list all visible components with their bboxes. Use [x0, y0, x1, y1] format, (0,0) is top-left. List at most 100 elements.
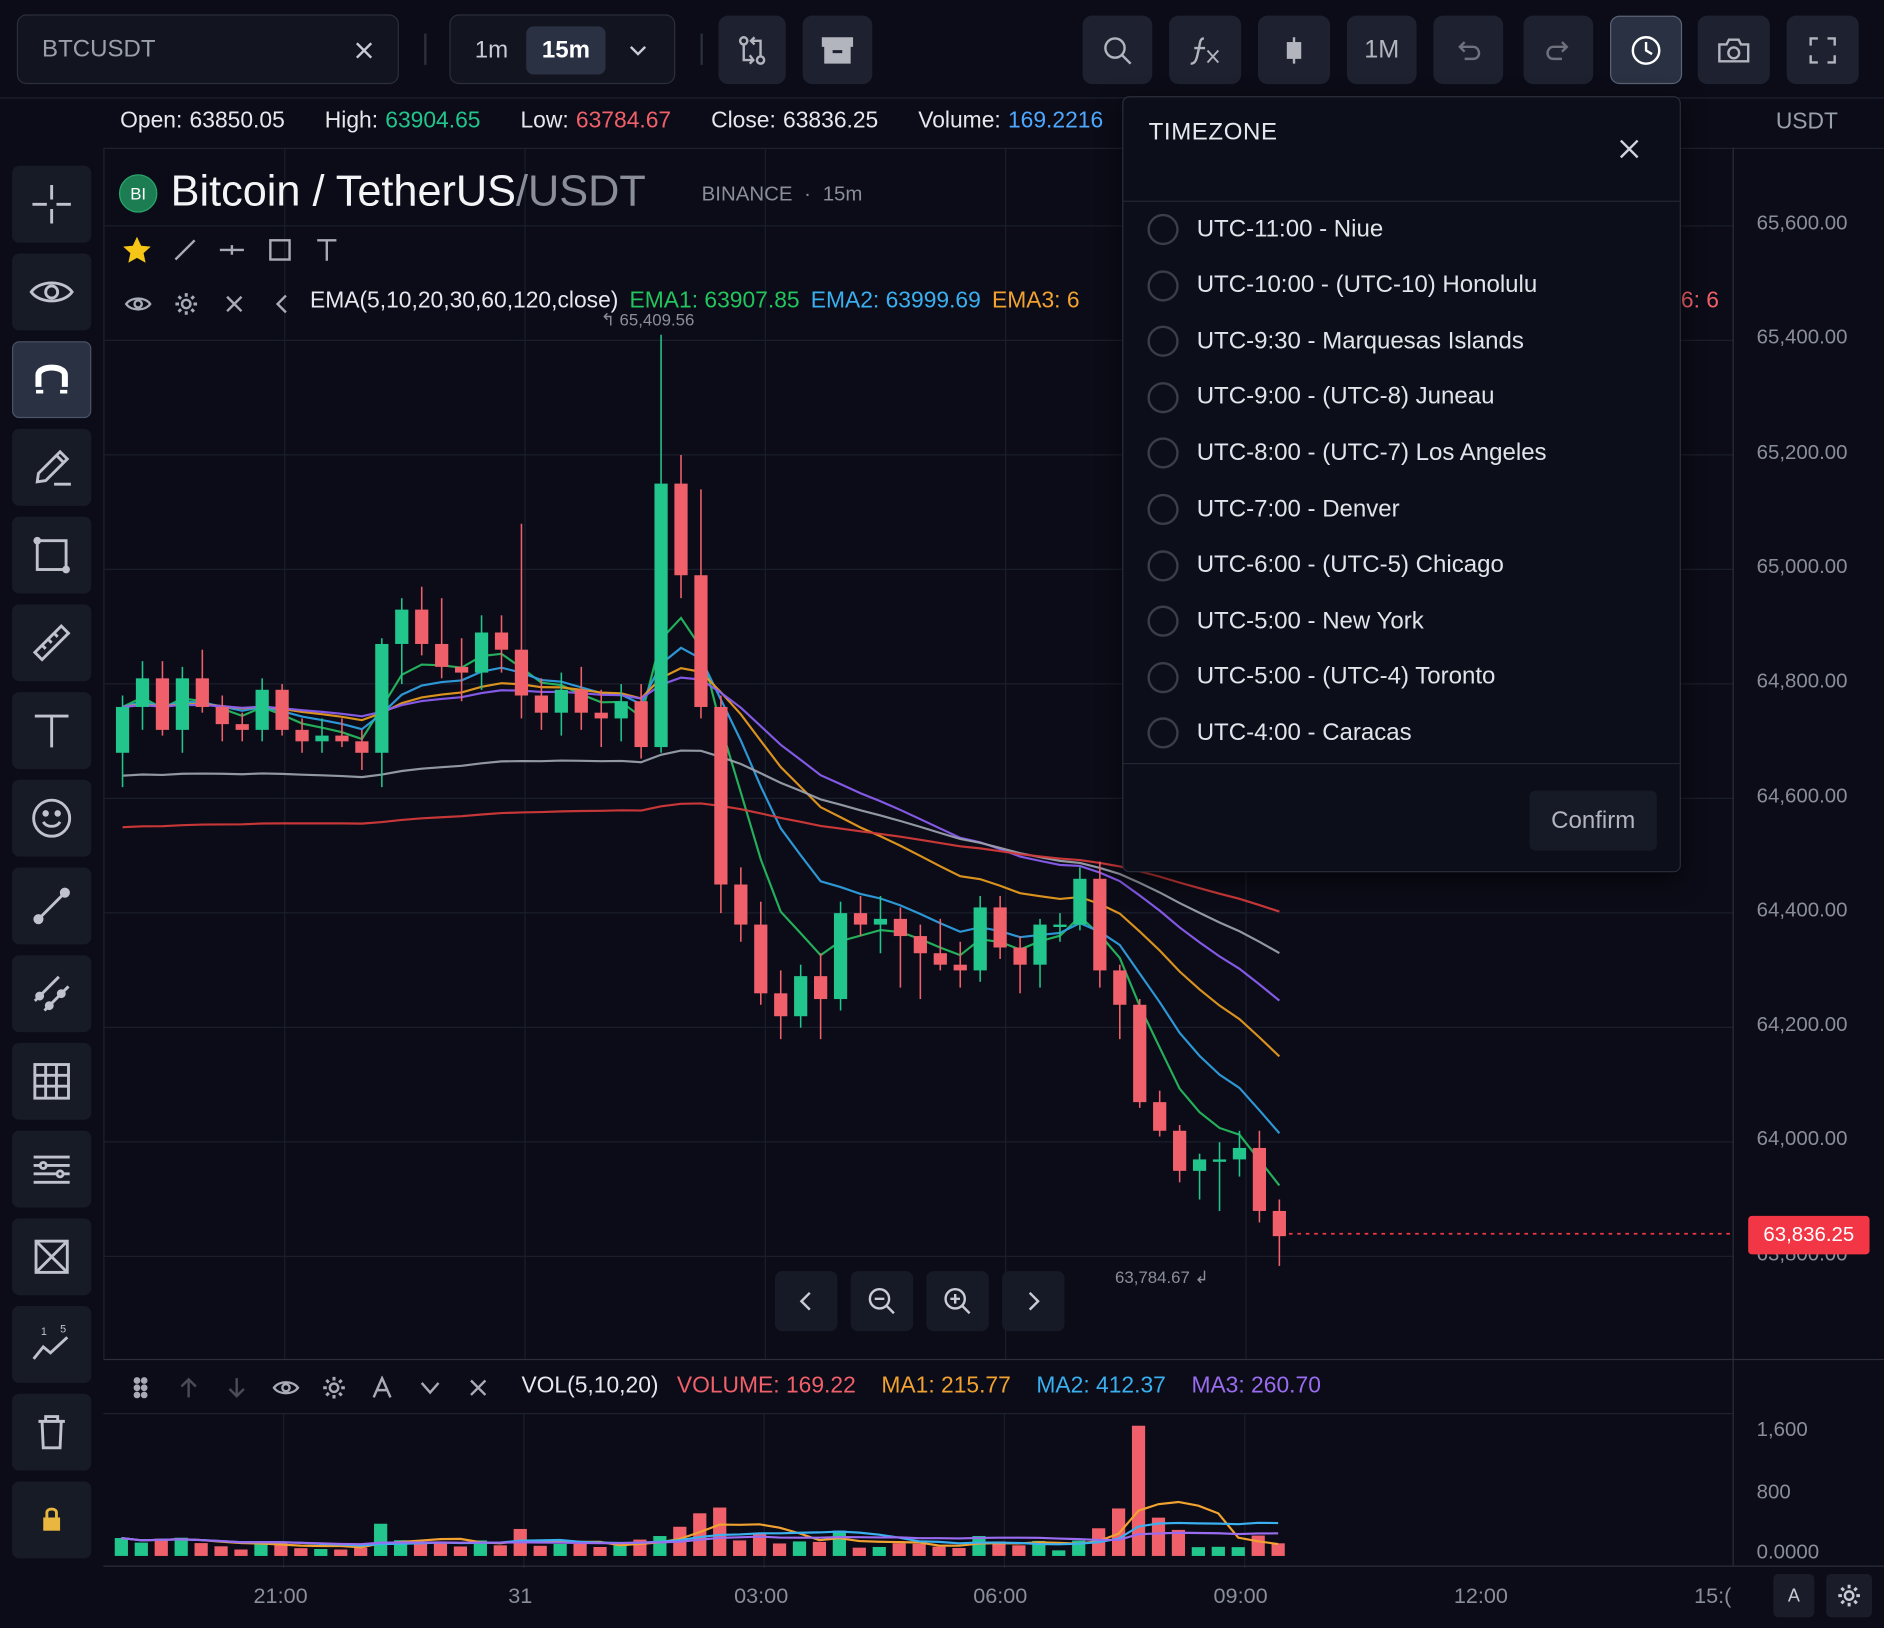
- line-tool-icon[interactable]: [172, 237, 198, 263]
- volume-chart[interactable]: [103, 1414, 1732, 1568]
- timezone-option[interactable]: UTC-5:00 - (UTC-4) Toronto: [1147, 661, 1495, 694]
- crosshair-tool[interactable]: [12, 165, 92, 243]
- volume-value: 169.2216: [1007, 108, 1104, 134]
- currency-label: USDT: [1775, 109, 1838, 135]
- vol-settings-button[interactable]: [318, 1373, 349, 1402]
- volume-legend: VOL(5,10,20) VOLUME: 169.22 MA1: 215.77 …: [117, 1369, 1439, 1407]
- candle: [1093, 861, 1107, 988]
- screenshot-button[interactable]: [1697, 15, 1770, 85]
- radio-button[interactable]: [1147, 549, 1179, 582]
- confirm-button[interactable]: Confirm: [1529, 790, 1657, 851]
- indicators-button[interactable]: [1169, 15, 1242, 85]
- interval-1m[interactable]: 1m: [474, 36, 509, 64]
- scroll-right-button[interactable]: [1002, 1271, 1065, 1332]
- fib-tool[interactable]: [12, 1130, 92, 1208]
- price-axis-label: 64,800.00: [1756, 669, 1848, 693]
- lock-tool[interactable]: [12, 1481, 92, 1559]
- vol-scale-button[interactable]: [366, 1373, 397, 1402]
- crosshair-icon: [32, 185, 71, 224]
- text-tool[interactable]: [12, 692, 92, 769]
- pattern-tool[interactable]: [12, 1218, 92, 1296]
- auto-scale-button[interactable]: A: [1773, 1573, 1815, 1618]
- radio-button[interactable]: [1147, 213, 1179, 246]
- trendline-tool[interactable]: [12, 867, 92, 945]
- timezone-option[interactable]: UTC-7:00 - Denver: [1147, 493, 1400, 526]
- radio-button[interactable]: [1147, 493, 1179, 526]
- vol-remove-button[interactable]: [463, 1373, 494, 1402]
- fullscreen-button[interactable]: [1786, 15, 1859, 85]
- candle-type-button[interactable]: [1257, 15, 1331, 85]
- delete-tool[interactable]: [12, 1393, 92, 1471]
- candle: [893, 907, 908, 988]
- radio-button[interactable]: [1147, 269, 1179, 302]
- ema-visibility-button[interactable]: [123, 290, 154, 319]
- radio-button[interactable]: [1147, 437, 1179, 470]
- move-up-button[interactable]: [174, 1373, 203, 1402]
- interval-15m[interactable]: 15m: [526, 26, 606, 75]
- timezone-option[interactable]: UTC-11:00 - Niue: [1147, 213, 1383, 246]
- emoji-tool[interactable]: [12, 779, 92, 857]
- brush-tool[interactable]: [12, 428, 92, 506]
- timezone-option-label: UTC-9:00 - (UTC-8) Juneau: [1196, 383, 1495, 411]
- ruler-tool[interactable]: [12, 604, 92, 682]
- chart-settings-button[interactable]: [1826, 1573, 1872, 1618]
- smiley-icon: [32, 798, 72, 838]
- undo-button[interactable]: [1433, 15, 1504, 85]
- ema-remove-button[interactable]: [219, 290, 250, 319]
- star-icon[interactable]: [121, 235, 152, 264]
- rectangle-tool[interactable]: [12, 516, 92, 594]
- volume-bar: [453, 1546, 468, 1556]
- candle: [1013, 936, 1027, 994]
- volume-bar: [134, 1542, 148, 1556]
- templates-button[interactable]: [802, 15, 873, 85]
- parallel-channel-tool[interactable]: [12, 955, 92, 1033]
- range-1m-button[interactable]: 1M: [1346, 15, 1417, 85]
- timezone-option[interactable]: UTC-9:30 - Marquesas Islands: [1147, 325, 1524, 358]
- timezone-option[interactable]: UTC-6:00 - (UTC-5) Chicago: [1147, 549, 1504, 582]
- radio-button[interactable]: [1147, 381, 1179, 414]
- candle: [1272, 1199, 1286, 1266]
- radio-button[interactable]: [1147, 605, 1179, 638]
- price-axis-label: 64,400.00: [1756, 898, 1848, 922]
- grid-tool[interactable]: [12, 1042, 92, 1120]
- zoom-in-button[interactable]: [926, 1271, 989, 1332]
- timezone-option[interactable]: UTC-8:00 - (UTC-7) Los Angeles: [1147, 437, 1547, 470]
- timezone-option[interactable]: UTC-4:00 - Caracas: [1147, 717, 1412, 750]
- vol-collapse-button[interactable]: [415, 1373, 446, 1402]
- close-icon: [226, 295, 243, 313]
- volume-bar: [1231, 1547, 1245, 1556]
- radio-button[interactable]: [1147, 661, 1179, 694]
- timezone-option[interactable]: UTC-5:00 - New York: [1147, 605, 1424, 638]
- vol-visibility-button[interactable]: [270, 1373, 301, 1402]
- zoom-out-button[interactable]: [850, 1271, 914, 1332]
- timezone-option[interactable]: UTC-9:00 - (UTC-8) Juneau: [1147, 381, 1495, 414]
- drag-handle[interactable]: [126, 1373, 155, 1402]
- volume-pane[interactable]: [103, 1412, 1733, 1568]
- rect-tool-icon[interactable]: [267, 237, 293, 263]
- symbol-search[interactable]: BTCUSDT: [16, 14, 399, 85]
- magnet-tool[interactable]: [12, 341, 92, 419]
- volume-label: Volume:: [918, 108, 1001, 134]
- clear-icon[interactable]: [353, 40, 375, 62]
- ema-settings-button[interactable]: [171, 290, 202, 319]
- move-down-button[interactable]: [222, 1373, 251, 1402]
- chevron-down-icon[interactable]: [628, 42, 647, 59]
- timezone-option[interactable]: UTC-10:00 - (UTC-10) Honolulu: [1147, 269, 1537, 302]
- scroll-left-button[interactable]: [774, 1271, 838, 1332]
- symbol-input[interactable]: BTCUSDT: [42, 36, 156, 63]
- ema-collapse-button[interactable]: [267, 290, 298, 319]
- eye-icon: [124, 297, 152, 311]
- visibility-tool[interactable]: [12, 253, 92, 331]
- search-button[interactable]: [1082, 15, 1153, 85]
- dialog-close-button[interactable]: [1610, 131, 1648, 167]
- candle: [155, 661, 170, 736]
- timezone-button[interactable]: [1610, 15, 1683, 85]
- hline-tool-icon[interactable]: [217, 237, 246, 263]
- radio-button[interactable]: [1147, 325, 1179, 358]
- text-tool-icon[interactable]: [314, 237, 340, 263]
- radio-button[interactable]: [1147, 717, 1179, 750]
- compare-button[interactable]: [718, 15, 786, 85]
- redo-button[interactable]: [1523, 15, 1594, 85]
